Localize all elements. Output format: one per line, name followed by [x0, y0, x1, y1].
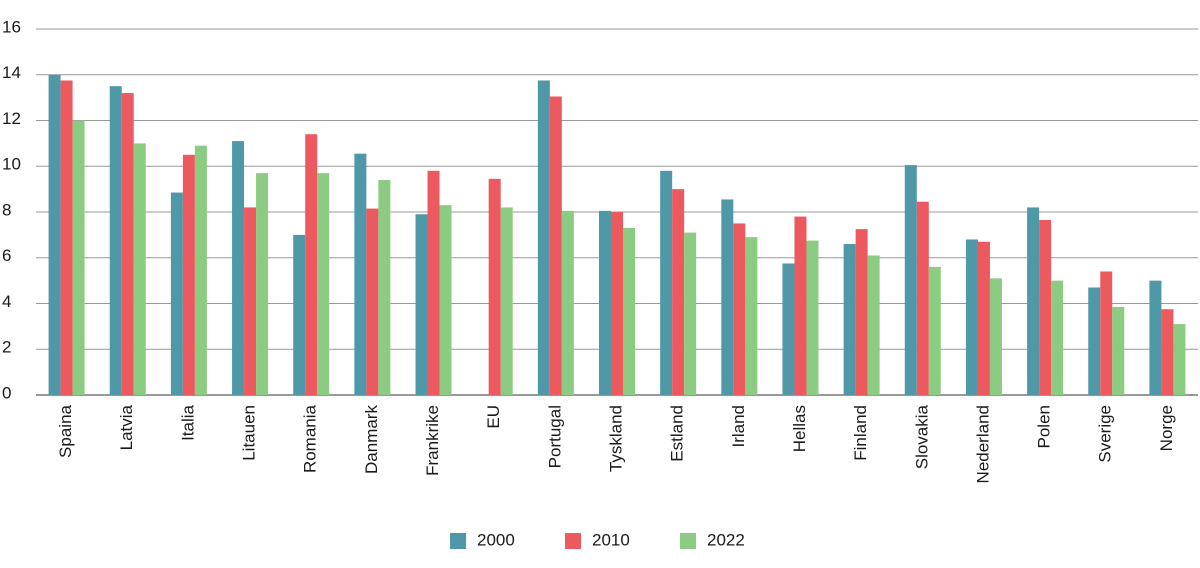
legend-label: 2010 [592, 530, 630, 549]
x-tick-label: Danmark [362, 405, 381, 474]
y-tick-label: 14 [2, 63, 21, 82]
bar [72, 120, 85, 395]
bar [1100, 271, 1113, 395]
bar [1149, 280, 1162, 395]
x-tick-label: Latvia [117, 404, 136, 450]
bar [989, 278, 1002, 395]
bar [133, 143, 146, 395]
bar [904, 165, 917, 395]
x-tick-label: Hellas [790, 405, 809, 452]
bar [549, 96, 562, 395]
bar [867, 255, 880, 395]
bar [916, 201, 929, 395]
bar [1088, 287, 1101, 395]
x-tick-label: Irland [729, 405, 748, 448]
bar [366, 208, 379, 395]
bar [1161, 309, 1174, 395]
x-tick-label: Slovakia [912, 404, 931, 469]
bar [965, 239, 978, 395]
bar [293, 234, 306, 395]
bar [977, 241, 990, 395]
x-tick-label: Italia [178, 404, 197, 440]
bar [500, 207, 513, 395]
x-tick-label: Polen [1035, 405, 1054, 448]
bar [378, 179, 391, 395]
bar [684, 232, 697, 395]
legend-swatch [565, 533, 581, 549]
y-tick-label: 8 [2, 200, 11, 219]
y-tick-label: 4 [2, 292, 11, 311]
bar [170, 192, 183, 395]
y-tick-label: 0 [2, 383, 11, 402]
bar [782, 263, 795, 395]
bar [733, 223, 746, 395]
y-tick-label: 2 [2, 338, 11, 357]
bar [60, 80, 73, 395]
legend-label: 2000 [477, 530, 515, 549]
bar [794, 216, 807, 395]
bar [182, 154, 195, 395]
bar [439, 205, 452, 395]
bar [232, 141, 245, 395]
bar [623, 228, 635, 395]
x-tick-label: Portugal [545, 405, 564, 468]
bar [488, 178, 501, 395]
x-tick-label: Nederland [973, 405, 992, 483]
y-tick-label: 10 [2, 155, 21, 174]
bar [672, 189, 685, 395]
x-tick-label: Romania [301, 404, 320, 473]
bar [843, 244, 856, 395]
bar [427, 170, 440, 395]
bar [256, 173, 269, 395]
bar [928, 266, 941, 395]
bar [745, 237, 758, 395]
bar [806, 240, 819, 395]
bar [1027, 207, 1040, 395]
legend-label: 2022 [707, 530, 745, 549]
x-tick-label: Sverige [1096, 405, 1115, 463]
bar [305, 134, 318, 395]
bar [109, 86, 122, 395]
x-tick-label: Finland [851, 405, 870, 461]
x-tick-label: Spaina [56, 404, 75, 457]
bar [354, 153, 367, 395]
bar [561, 210, 574, 395]
bar [660, 170, 673, 395]
bar [721, 199, 734, 395]
bar [194, 145, 207, 395]
x-tick-label: Norge [1157, 405, 1176, 451]
legend-swatch [680, 533, 696, 549]
bar [244, 207, 257, 395]
bar [537, 80, 550, 395]
x-tick-label: EU [484, 405, 503, 429]
bar [1039, 220, 1052, 395]
bar [1051, 280, 1064, 395]
x-tick-label: Litauen [240, 405, 259, 461]
bar [1112, 306, 1125, 395]
bar [415, 214, 428, 395]
bar [317, 173, 330, 395]
bar [48, 74, 61, 395]
legend-swatch [450, 533, 466, 549]
y-tick-label: 6 [2, 246, 11, 265]
bar [599, 210, 611, 395]
bar [611, 212, 623, 395]
x-tick-label: Frankrike [423, 405, 442, 476]
bar [855, 229, 868, 395]
x-tick-label: Estland [668, 405, 687, 462]
y-tick-label: 16 [2, 17, 21, 36]
bar [121, 93, 134, 396]
bar [1173, 324, 1186, 395]
x-tick-label: Tyskland [606, 405, 625, 472]
y-tick-label: 12 [2, 109, 21, 128]
